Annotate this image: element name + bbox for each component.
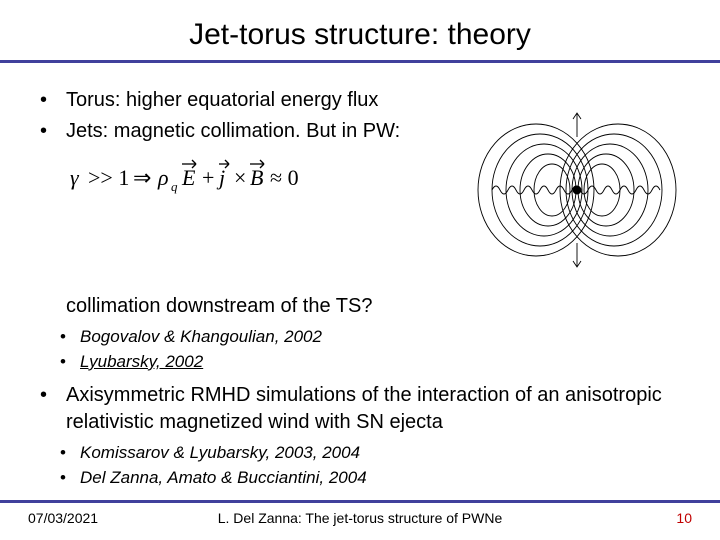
eq-j: j bbox=[216, 165, 225, 190]
slide: Jet-torus structure: theory Torus: highe… bbox=[0, 0, 720, 540]
equation-row: γ >> 1 ⇒ ρ q E + j × bbox=[32, 153, 688, 283]
footer-page-number: 10 bbox=[676, 510, 692, 526]
refs-list-2: Komissarov & Lyubarsky, 2003, 2004 Del Z… bbox=[32, 442, 688, 490]
slide-body: Torus: higher equatorial energy flux Jet… bbox=[32, 87, 688, 490]
eq-rho: ρ bbox=[157, 165, 169, 190]
eq-gg: >> 1 bbox=[88, 165, 129, 190]
eq-B: B bbox=[250, 165, 263, 190]
divider-top bbox=[0, 60, 720, 63]
footer-center: L. Del Zanna: The jet-torus structure of… bbox=[0, 510, 720, 526]
ref-delzanna: Del Zanna, Amato & Bucciantini, 2004 bbox=[60, 467, 688, 490]
eq-q: q bbox=[171, 179, 178, 194]
eq-approx: ≈ 0 bbox=[270, 165, 299, 190]
slide-title: Jet-torus structure: theory bbox=[32, 18, 688, 52]
ref-bogovalov: Bogovalov & Khangoulian, 2002 bbox=[60, 326, 688, 349]
eq-gamma: γ bbox=[70, 165, 80, 190]
bullet-torus: Torus: higher equatorial energy flux bbox=[40, 87, 688, 114]
divider-bottom bbox=[0, 500, 720, 503]
bullet-rmhd: Axisymmetric RMHD simulations of the int… bbox=[40, 382, 688, 436]
footer: 07/03/2021 L. Del Zanna: The jet-torus s… bbox=[0, 510, 720, 526]
eq-times: × bbox=[234, 165, 246, 190]
ref-komissarov: Komissarov & Lyubarsky, 2003, 2004 bbox=[60, 442, 688, 465]
bullet-list-2: Axisymmetric RMHD simulations of the int… bbox=[32, 382, 688, 436]
ref-lyubarsky: Lyubarsky, 2002 bbox=[60, 351, 688, 374]
bullet-jets-continuation: collimation downstream of the TS? bbox=[32, 293, 688, 320]
eq-E: E bbox=[181, 165, 196, 190]
equation-svg: γ >> 1 ⇒ ρ q E + j × bbox=[66, 153, 326, 203]
eq-implies: ⇒ bbox=[133, 165, 151, 190]
bullet-jets: Jets: magnetic collimation. But in PW: bbox=[40, 118, 688, 145]
eq-plus: + bbox=[202, 165, 214, 190]
refs-list-1: Bogovalov & Khangoulian, 2002 Lyubarsky,… bbox=[32, 326, 688, 374]
equation: γ >> 1 ⇒ ρ q E + j × bbox=[32, 153, 326, 211]
